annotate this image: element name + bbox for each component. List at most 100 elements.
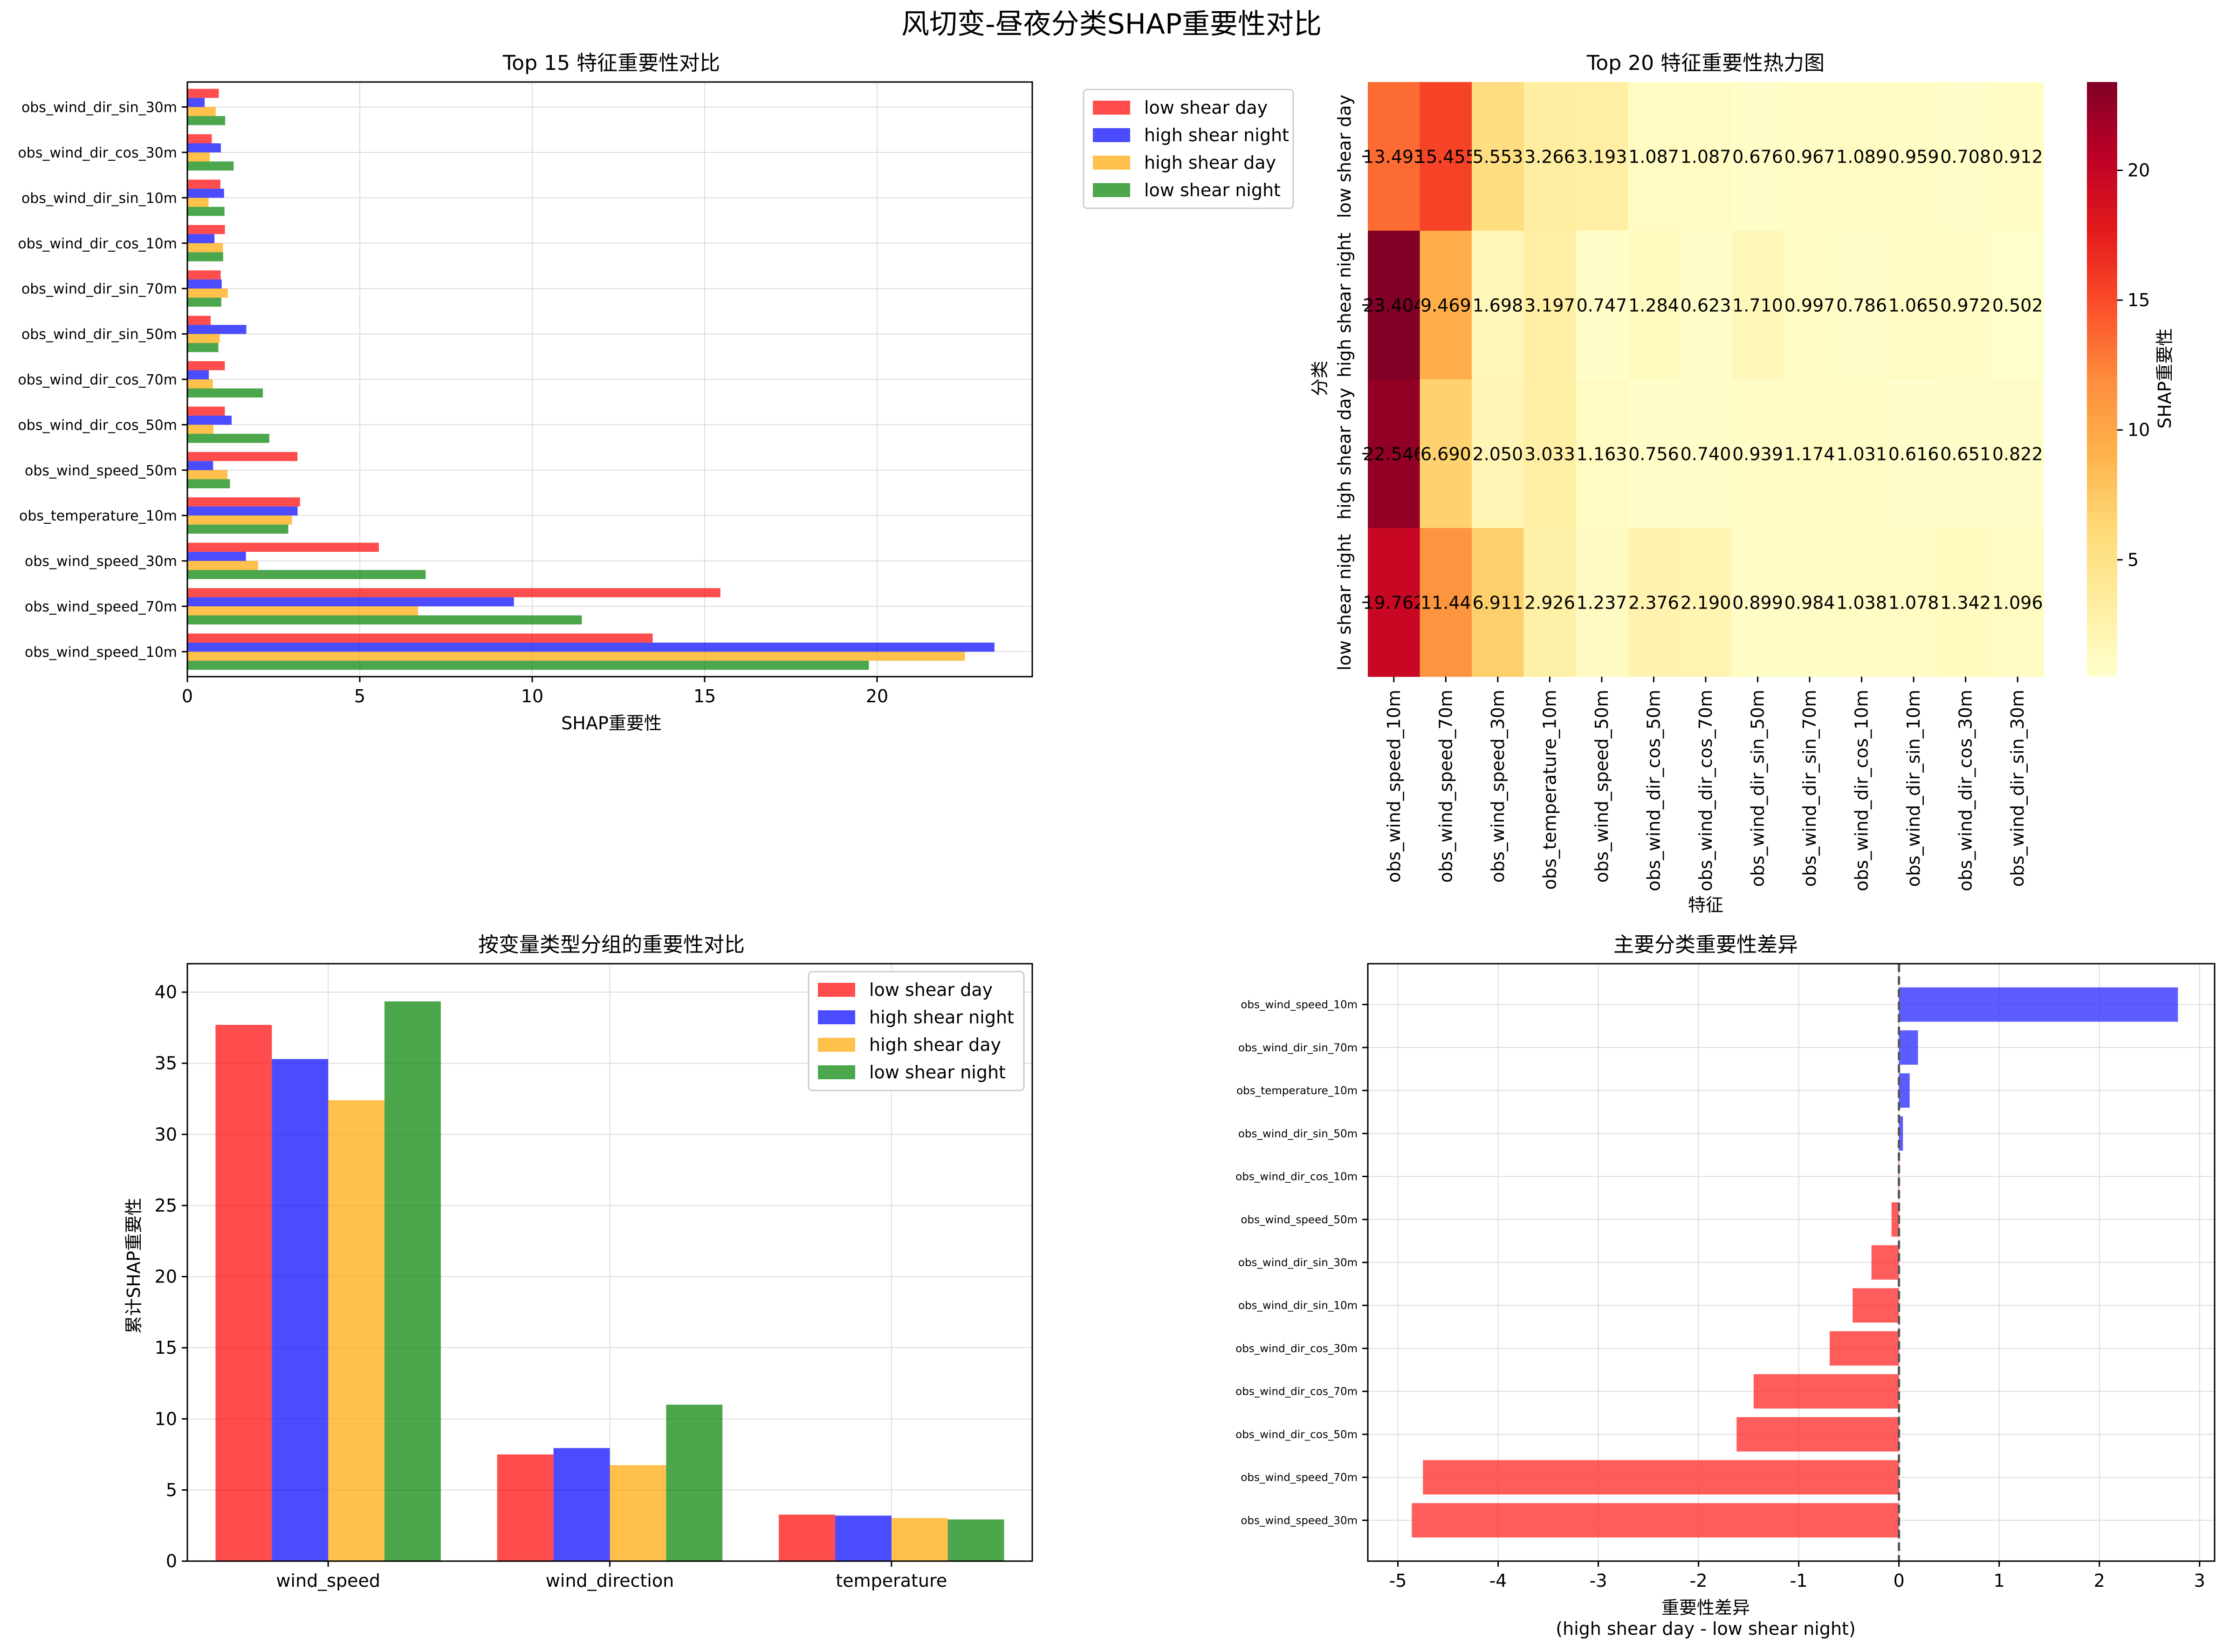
heatmap-cell [1991, 231, 2044, 380]
bar-low_shear_night [384, 1001, 441, 1561]
x-tick-label: 15 [693, 686, 716, 706]
heatmap-cell [1627, 379, 1680, 528]
bar-high_shear_day [187, 515, 292, 525]
heatmap-cell-label: 3.193 [1577, 147, 1627, 167]
heatmap-cell [1991, 82, 2044, 231]
x-tick-label: -5 [1389, 1570, 1407, 1591]
bar-low_shear_night [666, 1405, 723, 1561]
heatmap-cell-label: 1.089 [1836, 147, 1887, 167]
x-tick-label: wind_speed [276, 1570, 380, 1591]
colorbar-tick-label: 20 [2127, 160, 2150, 180]
y-tick-label: obs_temperature_10m [19, 508, 177, 524]
top15-chart-title: Top 15 特征重要性对比 [502, 51, 720, 75]
heatmap-cell-label: 6.690 [1420, 444, 1471, 465]
heatmap-title: Top 20 特征重要性热力图 [1586, 51, 1825, 75]
bar-high_shear_night [187, 552, 246, 561]
heatmap-cell-label: 0.708 [1940, 147, 1991, 167]
heatmap-cell-label: 2.190 [1681, 593, 1731, 613]
colorbar-label: SHAP重要性 [2154, 328, 2175, 429]
heatmap-cell [1887, 82, 1940, 231]
heatmap-cell [1835, 528, 1888, 677]
bar-low_shear_day [187, 89, 219, 98]
bar-low_shear_day [187, 361, 225, 370]
bar-low_shear_day [187, 134, 212, 144]
y-tick-label: obs_wind_dir_cos_10m [18, 236, 177, 252]
heatmap-cell-label: 13.493 [1363, 147, 1425, 167]
heatmap-cell-label: 0.997 [1784, 295, 1835, 316]
bar-low_shear_night [947, 1519, 1004, 1561]
heatmap-column-label: obs_temperature_10m [1539, 690, 1560, 890]
bar-low_shear_night [187, 206, 225, 216]
heatmap-column-label: obs_wind_dir_cos_70m [1695, 690, 1716, 891]
difference-x-axis-sublabel: (high shear day - low shear night) [1556, 1618, 1856, 1639]
colorbar-tick-label: 5 [2127, 549, 2139, 570]
heatmap-cell-label: 0.959 [1888, 147, 1939, 167]
y-tick-label: obs_wind_dir_sin_30m [1238, 1257, 1358, 1269]
y-tick-label: obs_wind_dir_cos_50m [18, 417, 177, 433]
heatmap-cell-label: 0.756 [1628, 444, 1679, 465]
heatmap-column-label: obs_wind_speed_10m [1384, 690, 1404, 883]
heatmap-cell [1939, 231, 1992, 380]
bar-negative-difference [1736, 1417, 1899, 1452]
heatmap-cell-label: 0.651 [1940, 444, 1991, 465]
y-tick-label: 15 [155, 1337, 177, 1358]
y-tick-label: obs_wind_speed_50m [25, 463, 177, 479]
bar-low_shear_day [187, 588, 720, 597]
heatmap-cell-label: 1.031 [1836, 444, 1887, 465]
legend-frame [1083, 89, 1294, 209]
bar-positive-difference [1899, 1030, 1918, 1065]
y-tick-label: obs_wind_dir_sin_10m [1238, 1300, 1358, 1312]
legend-label: low shear night [869, 1062, 1006, 1083]
heatmap-cell [1523, 528, 1576, 677]
heatmap-cell-label: 0.747 [1577, 295, 1627, 316]
bar-low_shear_night [187, 615, 582, 624]
heatmap-cell [1835, 379, 1888, 528]
bar-low_shear_night [187, 252, 223, 261]
heatmap-column-label: obs_wind_dir_cos_50m [1643, 690, 1664, 891]
bar-high_shear_day [610, 1465, 666, 1561]
legend-swatch [818, 983, 855, 997]
top15-legend: low shear day high shear night high shear … [1083, 89, 1294, 209]
bar-high_shear_day [187, 425, 213, 434]
x-tick-label: 0 [182, 686, 193, 706]
heatmap-cell [1472, 379, 1524, 528]
bar-low_shear_day [187, 406, 225, 416]
heatmap-cell-label: 9.469 [1420, 295, 1471, 316]
legend-label: high shear night [869, 1007, 1014, 1028]
heatmap-column-label: obs_wind_dir_sin_50m [1748, 690, 1768, 887]
difference-bar-panel: 主要分类重要性差异 -5 -4 -3 -2 -1 0 1 2 3 obs_wind_speed_3… [1235, 933, 2216, 1639]
y-tick-label: obs_wind_dir_sin_10m [21, 190, 177, 206]
bar-low_shear_night [187, 388, 263, 398]
x-tick-label: 3 [2194, 1570, 2205, 1591]
bar-high_shear_night [187, 370, 209, 379]
y-tick-label: obs_wind_dir_cos_30m [18, 145, 177, 161]
x-tick-label: 0 [1894, 1570, 1905, 1591]
heatmap-cell [1939, 528, 1992, 677]
heatmap-cell-label: 0.786 [1836, 295, 1887, 316]
y-tick-label: obs_wind_dir_cos_30m [1235, 1343, 1358, 1355]
bar-low_shear_day [215, 1025, 272, 1561]
bar-high_shear_night [187, 506, 298, 516]
colorbar-tick-label: 10 [2127, 420, 2150, 440]
y-tick-label: 35 [155, 1053, 177, 1074]
heatmap-column-label: obs_wind_dir_cos_30m [1955, 690, 1976, 891]
legend-label: low shear day [869, 980, 993, 1000]
y-tick-label: obs_temperature_10m [1236, 1085, 1358, 1097]
heatmap-cell-label: 0.616 [1888, 444, 1939, 465]
heatmap-cell-label: 2.050 [1472, 444, 1523, 465]
heatmap-cell-label: 1.096 [1992, 593, 2043, 613]
legend-swatch [1093, 156, 1130, 170]
heatmap-row-label: high shear night [1334, 233, 1355, 377]
y-tick-label: obs_wind_dir_cos_70m [18, 372, 177, 388]
bar-high_shear_day [187, 379, 213, 389]
heatmap-cell [1887, 231, 1940, 380]
y-tick-label: 10 [155, 1409, 177, 1429]
y-tick-label: obs_wind_dir_sin_70m [1238, 1042, 1358, 1054]
bar-high_shear_day [187, 288, 228, 298]
heatmap-cell [1680, 528, 1732, 677]
heatmap-cell [1523, 82, 1576, 231]
heatmap-column-label: obs_wind_speed_30m [1488, 690, 1508, 883]
heatmap-cell-label: 15.455 [1415, 147, 1477, 167]
heatmap-colorbar: 5 10 15 20 [2087, 82, 2150, 677]
